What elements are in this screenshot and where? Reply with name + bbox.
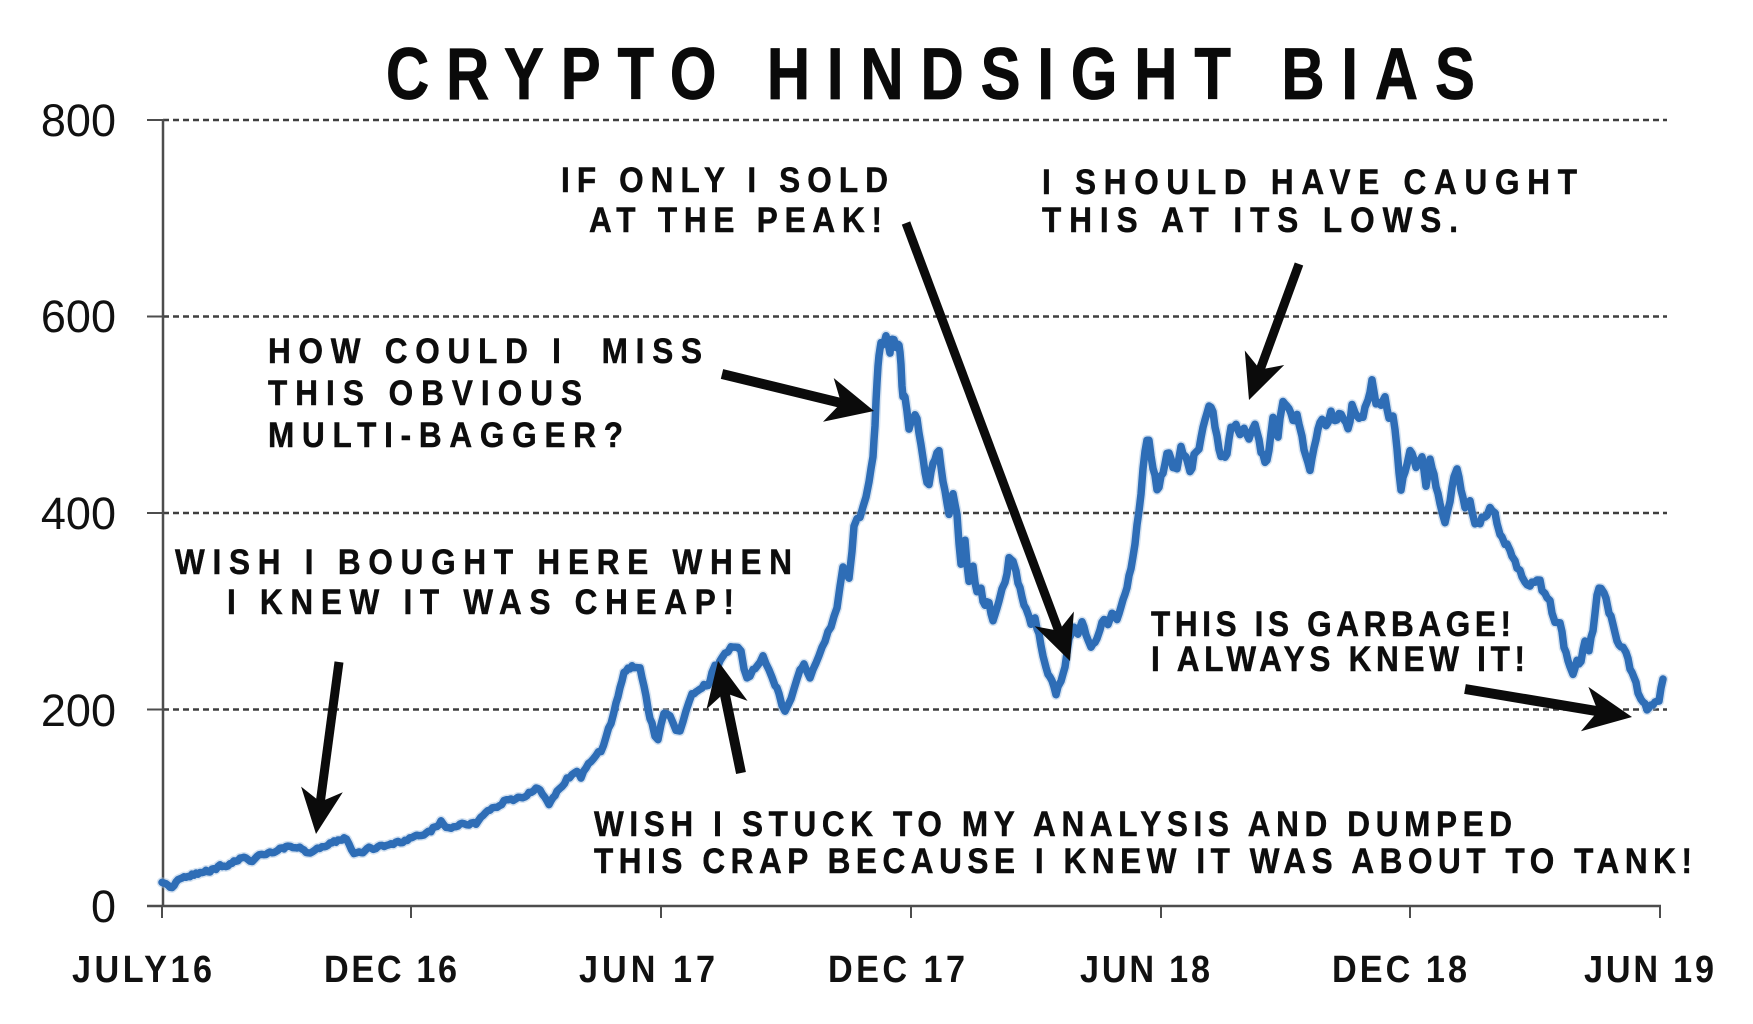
svg-text:I SHOULD HAVE CAUGHT: I SHOULD HAVE CAUGHT <box>1042 164 1577 203</box>
svg-text:I ALWAYS KNEW IT!: I ALWAYS KNEW IT! <box>1151 641 1525 680</box>
svg-text:HOW COULD I MISS: HOW COULD I MISS <box>268 333 702 372</box>
svg-text:THIS OBVIOUS: THIS OBVIOUS <box>268 375 582 414</box>
svg-text:200: 200 <box>41 685 116 736</box>
svg-text:CRYPTO HINDSIGHT BIAS: CRYPTO HINDSIGHT BIAS <box>386 34 1475 115</box>
svg-text:WISH I BOUGHT HERE WHEN: WISH I BOUGHT HERE WHEN <box>175 544 792 583</box>
svg-text:DEC 16: DEC 16 <box>324 947 457 990</box>
svg-text:DEC 17: DEC 17 <box>828 947 965 990</box>
svg-text:DEC 18: DEC 18 <box>1332 947 1467 990</box>
svg-text:THIS AT ITS LOWS.: THIS AT ITS LOWS. <box>1042 202 1458 241</box>
svg-text:WISH I STUCK TO MY ANALYSIS AN: WISH I STUCK TO MY ANALYSIS AND DUMPED <box>594 806 1512 845</box>
svg-text:THIS IS GARBAGE!: THIS IS GARBAGE! <box>1151 606 1511 645</box>
svg-text:I KNEW IT WAS CHEAP!: I KNEW IT WAS CHEAP! <box>227 584 734 623</box>
svg-text:600: 600 <box>41 291 116 342</box>
svg-text:0: 0 <box>91 881 116 932</box>
svg-text:800: 800 <box>41 95 116 146</box>
svg-text:400: 400 <box>41 488 116 539</box>
